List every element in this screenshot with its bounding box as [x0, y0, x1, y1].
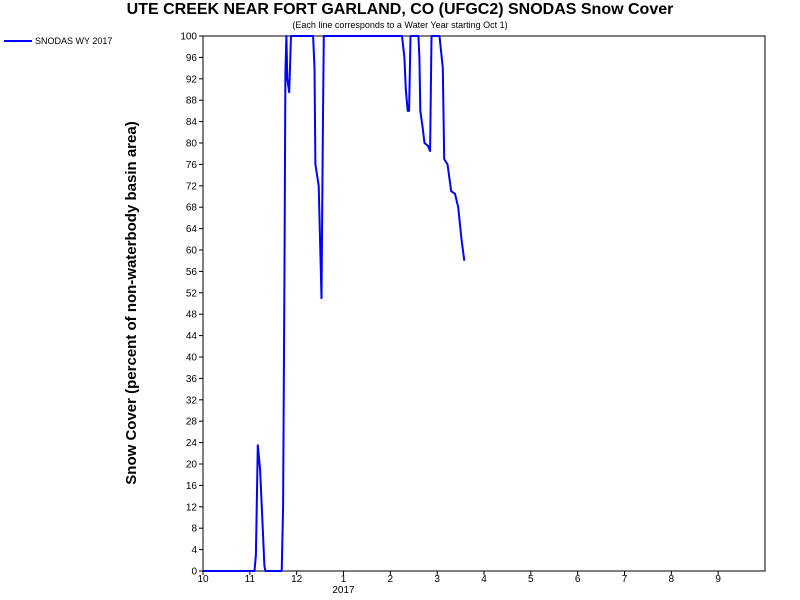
x-tick-label: 6	[575, 574, 581, 585]
y-tick-label: 44	[186, 331, 198, 342]
x-tick-label: 4	[481, 574, 487, 585]
legend: SNODAS WY 2017	[4, 36, 112, 46]
y-tick-label: 40	[186, 353, 198, 364]
y-tick-label: 60	[186, 246, 198, 257]
chart-title: UTE CREEK NEAR FORT GARLAND, CO (UFGC2) …	[126, 1, 674, 18]
y-tick-label: 16	[186, 481, 198, 492]
y-tick-label: 48	[186, 310, 198, 321]
x-tick-label: 3	[434, 574, 440, 585]
y-tick-label: 32	[186, 395, 198, 406]
y-tick-label: 36	[186, 374, 198, 385]
y-tick-label: 80	[186, 139, 198, 150]
y-tick-label: 96	[186, 53, 198, 64]
y-tick-label: 88	[186, 96, 198, 107]
y-tick-label: 72	[186, 181, 198, 192]
y-tick-label: 28	[186, 417, 198, 428]
x-tick-label: 2	[388, 574, 394, 585]
y-axis-ticks: 0481216202428323640444852566064687276808…	[180, 32, 203, 578]
legend-swatch	[4, 40, 32, 42]
x-year-label: 2017	[332, 585, 355, 596]
y-tick-label: 4	[191, 545, 197, 556]
x-tick-label: 7	[622, 574, 628, 585]
y-tick-label: 52	[186, 288, 198, 299]
x-tick-label: 5	[528, 574, 534, 585]
y-tick-label: 100	[180, 32, 197, 43]
chart-subtitle: (Each line corresponds to a Water Year s…	[292, 20, 508, 30]
plot-frame	[202, 35, 766, 572]
y-tick-label: 12	[186, 502, 198, 513]
y-tick-label: 84	[186, 117, 198, 128]
y-tick-label: 56	[186, 267, 198, 278]
legend-label: SNODAS WY 2017	[35, 36, 113, 46]
x-tick-label: 1	[341, 574, 347, 585]
y-tick-label: 76	[186, 160, 198, 171]
y-tick-label: 8	[191, 524, 197, 535]
x-tick-label: 9	[715, 574, 721, 585]
series-group	[203, 35, 466, 572]
y-axis-label: Snow Cover (percent of non-waterbody bas…	[123, 121, 140, 484]
y-tick-label: 92	[186, 74, 198, 85]
series-line	[203, 35, 466, 572]
y-tick-label: 68	[186, 203, 198, 214]
x-tick-label: 10	[197, 574, 209, 585]
x-tick-label: 8	[669, 574, 675, 585]
y-tick-label: 64	[186, 224, 198, 235]
y-tick-label: 24	[186, 438, 198, 449]
x-tick-label: 11	[245, 574, 256, 585]
y-tick-label: 20	[186, 460, 198, 471]
y-tick-label: 0	[191, 567, 197, 578]
x-tick-label: 12	[291, 574, 303, 585]
